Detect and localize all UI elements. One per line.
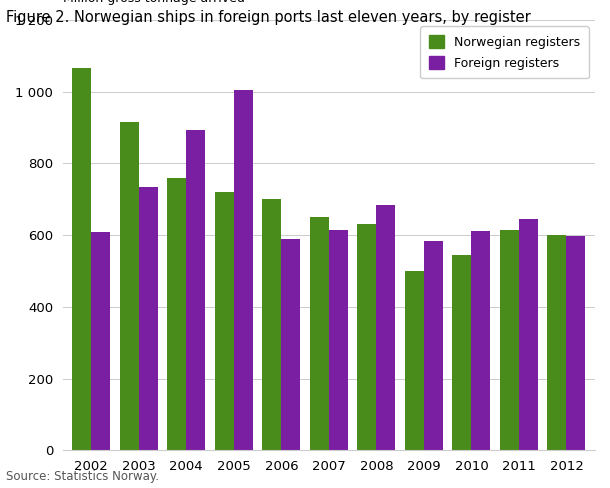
Bar [215, 192, 234, 450]
Legend: Norwegian registers, Foreign registers: Norwegian registers, Foreign registers [420, 26, 589, 79]
Bar [500, 230, 519, 450]
Bar [167, 178, 186, 450]
Text: Million gross tonnage arrived: Million gross tonnage arrived [63, 0, 245, 5]
Bar [186, 130, 206, 450]
Bar [72, 68, 91, 450]
Text: Figure 2. Norwegian ships in foreign ports last eleven years, by register: Figure 2. Norwegian ships in foreign por… [6, 10, 531, 25]
Bar [138, 187, 158, 450]
Bar [472, 231, 490, 450]
Bar [424, 241, 443, 450]
Bar [453, 255, 472, 450]
Bar [548, 235, 567, 450]
Bar [310, 217, 329, 450]
Bar [567, 236, 586, 450]
Text: Source: Statistics Norway.: Source: Statistics Norway. [6, 470, 159, 483]
Bar [376, 204, 395, 450]
Bar [357, 224, 376, 450]
Bar [92, 232, 110, 450]
Bar [234, 90, 253, 450]
Bar [329, 230, 348, 450]
Bar [120, 122, 138, 450]
Bar [262, 199, 281, 450]
Bar [281, 240, 300, 450]
Bar [519, 219, 538, 450]
Bar [405, 271, 424, 450]
